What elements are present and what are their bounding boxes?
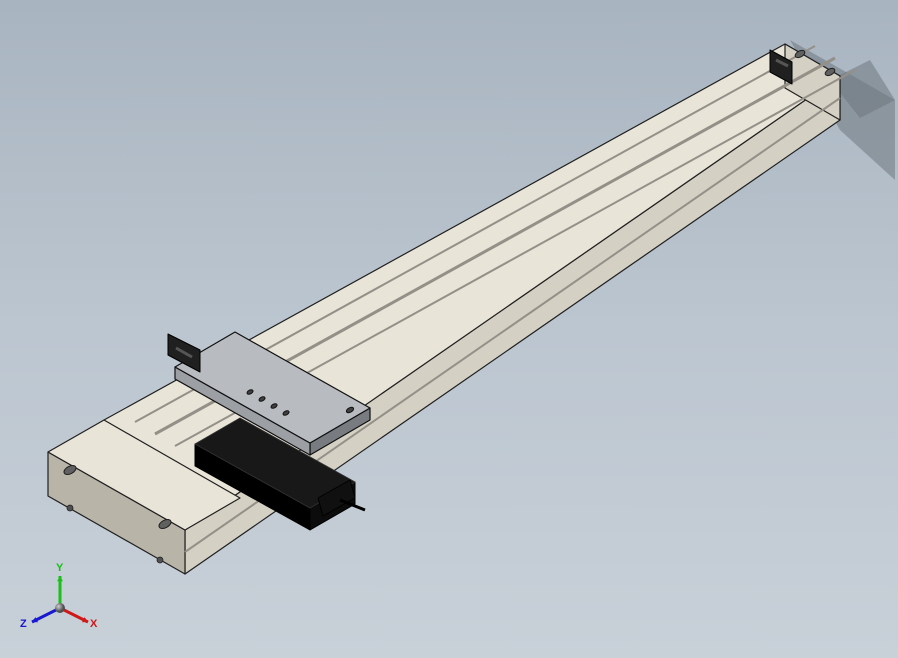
model-render xyxy=(0,0,898,658)
linear-rail-body xyxy=(48,44,855,574)
axis-y-label: Y xyxy=(56,562,63,574)
axis-x-label: X xyxy=(90,618,97,630)
axis-z-label: Z xyxy=(20,618,27,630)
cad-viewport[interactable]: X Y Z xyxy=(0,0,898,658)
